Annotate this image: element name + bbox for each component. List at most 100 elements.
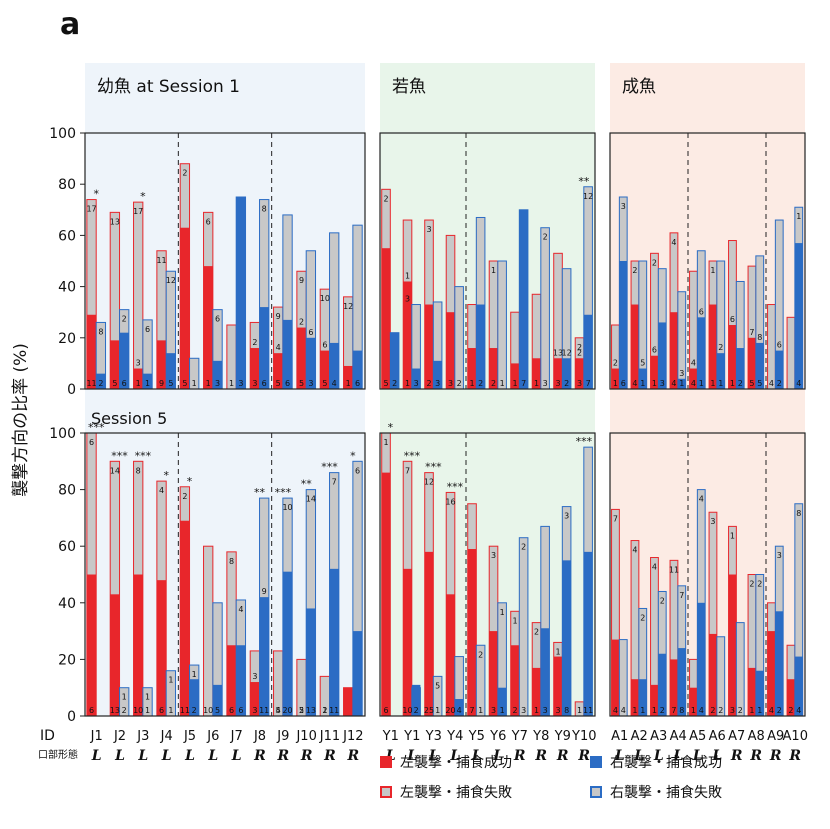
y-tick-label-1-60: 60 bbox=[58, 539, 76, 555]
mouth-label-1-1: L bbox=[406, 748, 417, 764]
mouth-label-0-2: L bbox=[137, 748, 148, 764]
bar-left-success-0-1-0 bbox=[86, 574, 97, 716]
label-base-left-1-0-4: 1 bbox=[469, 379, 474, 388]
label-mid-right-2-0-3: 3 bbox=[679, 369, 684, 378]
label-base-right-0-1-5: 5 bbox=[215, 706, 220, 715]
y-tick-label-0-60: 60 bbox=[58, 228, 76, 244]
label-base-left-2-0-3: 4 bbox=[671, 379, 676, 388]
label-base-right-1-0-9: 7 bbox=[586, 379, 591, 388]
bar-right-success-0-1-7 bbox=[259, 597, 269, 716]
bar-right-success-2-1-4 bbox=[697, 602, 706, 716]
bar-left-success-1-0-1 bbox=[403, 281, 412, 389]
label-base-left-0-0-0: 11 bbox=[86, 379, 96, 388]
label-base-right-0-1-10: 11 bbox=[329, 706, 339, 715]
label-top-left-0-1-4: 2 bbox=[182, 492, 187, 501]
label-top-right-0-1-10: 7 bbox=[332, 478, 337, 487]
bar-left-success-0-0-3 bbox=[156, 340, 167, 389]
label-base-left-1-1-5: 3 bbox=[491, 706, 496, 715]
bar-left-success-0-0-10 bbox=[320, 350, 330, 389]
bar-right-success-0-1-6 bbox=[236, 645, 246, 716]
label-top-right-0-0-1: 2 bbox=[122, 315, 127, 324]
bar-right-success-1-0-6 bbox=[519, 209, 528, 389]
label-base-left-2-0-5: 1 bbox=[710, 379, 715, 388]
label-base-right-0-1-1: 2 bbox=[122, 706, 127, 715]
label-top-right-2-0-9: 1 bbox=[796, 212, 801, 221]
mouth-label-0-9: R bbox=[300, 748, 313, 764]
label-base-right-0-0-2: 1 bbox=[145, 379, 150, 388]
bar-right-success-2-0-8 bbox=[775, 350, 784, 389]
label-base-left-0-1-8: 5 bbox=[276, 706, 281, 715]
mouth-label-1-3: L bbox=[449, 748, 460, 764]
bar-right-fail-1-0-7 bbox=[540, 227, 550, 390]
bar-right-success-0-1-8 bbox=[282, 571, 293, 716]
label-top-right-0-1-4: 1 bbox=[192, 670, 197, 679]
label-top-right-1-1-6: 2 bbox=[521, 543, 526, 552]
id-label-2-6: A7 bbox=[728, 729, 745, 744]
mouth-label-2-3: L bbox=[672, 748, 683, 764]
bar-right-fail-2-1-5 bbox=[716, 636, 726, 717]
label-top-right-2-1-9: 8 bbox=[796, 509, 801, 518]
mouth-label-0-10: R bbox=[323, 748, 336, 764]
label-mid-left-0-0-2: 3 bbox=[136, 359, 141, 368]
label-top-left-2-1-6: 1 bbox=[730, 531, 735, 540]
label-top-right-1-1-8: 3 bbox=[564, 512, 569, 521]
label-base-left-0-0-3: 9 bbox=[159, 379, 164, 388]
bar-right-success-1-0-2 bbox=[433, 360, 442, 389]
label-base-left-1-0-0: 5 bbox=[383, 379, 388, 388]
label-top-left-0-0-5: 6 bbox=[206, 217, 211, 226]
label-base-left-0-1-0: 6 bbox=[89, 706, 94, 715]
y-axis-label: 襲撃方向の比率 (%) bbox=[11, 343, 31, 497]
mouth-label-2-6: R bbox=[730, 748, 743, 764]
label-mid-left-0-0-10: 6 bbox=[322, 341, 327, 350]
label-base-left-1-1-8: 3 bbox=[555, 706, 560, 715]
label-base-left-0-0-6: 1 bbox=[229, 379, 234, 388]
label-base-left-2-0-7: 5 bbox=[749, 379, 754, 388]
mouth-label-2-4: L bbox=[692, 748, 703, 764]
label-top-left-2-0-1: 2 bbox=[632, 266, 637, 275]
mouth-label-0-3: L bbox=[161, 748, 172, 764]
bar-right-success-0-0-6 bbox=[236, 197, 246, 389]
bar-right-success-0-1-9 bbox=[306, 608, 316, 716]
label-base-right-2-1-0: 4 bbox=[621, 706, 626, 715]
id-label-1-8: Y9 bbox=[554, 729, 571, 744]
bar-left-success-0-1-2 bbox=[133, 574, 143, 716]
bar-right-success-0-1-5 bbox=[212, 684, 223, 716]
bar-left-success-0-1-4 bbox=[180, 520, 190, 716]
sig-0-1-8: *** bbox=[275, 486, 292, 499]
id-label-2-5: A6 bbox=[709, 729, 726, 744]
mouth-label-2-9: R bbox=[788, 748, 801, 764]
y-tick-label-1-0: 0 bbox=[67, 709, 76, 725]
label-mid-left-2-0-6: 6 bbox=[730, 315, 735, 324]
label-base-right-1-0-1: 3 bbox=[414, 379, 419, 388]
bar-left-success-1-1-2 bbox=[424, 551, 434, 716]
label-base-left-2-0-6: 1 bbox=[730, 379, 735, 388]
label-top-left-1-0-5: 1 bbox=[491, 266, 496, 275]
label-top-right-0-1-9: 14 bbox=[306, 495, 316, 504]
bar-left-success-1-1-4 bbox=[467, 549, 477, 716]
bar-right-success-2-1-1 bbox=[638, 679, 647, 716]
label-base-right-0-1-8: 20 bbox=[282, 706, 292, 715]
label-base-right-0-0-0: 2 bbox=[98, 379, 103, 388]
label-mid-left-2-0-4: 4 bbox=[691, 359, 696, 368]
mouth-label-2-0: L bbox=[614, 748, 625, 764]
id-label-2-7: A8 bbox=[748, 729, 765, 744]
bar-left-success-0-1-11 bbox=[343, 687, 353, 716]
id-label-2-9: A10 bbox=[783, 729, 808, 744]
bar-right-success-0-1-4 bbox=[189, 679, 199, 716]
id-label-0-8: J9 bbox=[276, 729, 289, 744]
mouth-label-1-6: R bbox=[513, 748, 526, 764]
sig-1-0-9: ** bbox=[578, 175, 590, 188]
label-base-right-1-0-6: 7 bbox=[521, 379, 526, 388]
label-mid-left-1-0-8: 13 bbox=[553, 348, 563, 357]
bar-left-success-1-0-6 bbox=[510, 363, 520, 389]
label-mid-right-1-0-8: 12 bbox=[562, 348, 572, 357]
bar-left-success-2-1-5 bbox=[709, 633, 717, 716]
label-base-left-2-1-8: 4 bbox=[769, 706, 774, 715]
label-top-right-2-1-1: 2 bbox=[640, 613, 645, 622]
bar-right-success-2-0-0 bbox=[619, 261, 628, 389]
label-base-left-1-0-3: 3 bbox=[448, 379, 453, 388]
label-base-right-0-0-1: 6 bbox=[122, 379, 127, 388]
label-top-left-0-0-8: 9 bbox=[276, 312, 281, 321]
label-top-left-0-1-6: 8 bbox=[229, 557, 234, 566]
bar-right-success-1-0-8 bbox=[562, 358, 571, 389]
